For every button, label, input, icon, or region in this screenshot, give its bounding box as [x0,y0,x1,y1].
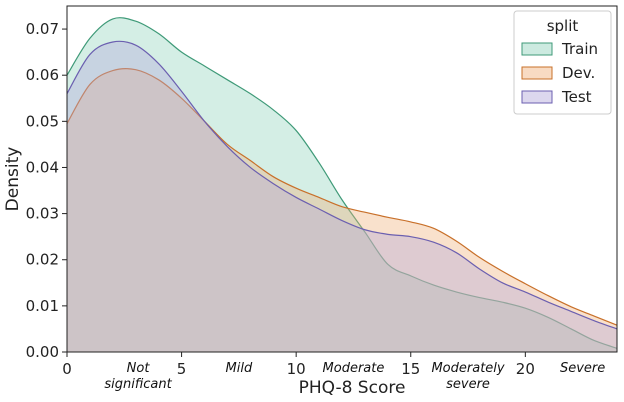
series-test-area [67,41,617,353]
series-train-line [66,17,618,349]
category-label: significant [104,377,172,392]
y-tick-label: 0.07 [26,20,59,38]
y-tick-label: 0.06 [26,66,59,84]
y-tick-label: 0.02 [26,251,59,269]
legend-title: split [547,17,579,35]
category-label: Moderately [431,361,504,376]
y-tick-label: 0.00 [26,343,59,361]
x-tick-label: 0 [62,360,72,378]
x-axis-ticks: 0 5 10 15 20 [62,352,535,378]
category-label: Moderate [323,361,385,376]
legend-swatch-dev [521,66,553,80]
y-axis-ticks: 0.00 0.01 0.02 0.03 0.04 0.05 0.06 0.07 [26,20,67,361]
series-test-line [66,40,618,330]
category-label: Not [127,361,151,376]
legend-items: Train Dev. Test [521,40,598,106]
series-dev-area [67,68,617,352]
legend: split Train Dev. Test [513,10,612,115]
x-tick-label: 5 [177,360,187,378]
category-label: Mild [226,361,253,376]
plot-frame [66,5,618,353]
legend-box [513,10,612,115]
y-tick-label: 0.01 [26,297,59,315]
category-label: Severe [560,361,605,376]
series-layer [66,17,618,353]
legend-label-dev: Dev. [562,64,595,82]
legend-label-test: Test [561,88,592,106]
y-tick-label: 0.05 [26,112,59,130]
series-train-area [67,17,617,353]
x-tick-label: 10 [287,360,306,378]
series-dev-line [66,68,618,326]
x-tick-label: 15 [401,360,420,378]
y-tick-label: 0.04 [26,158,59,176]
x-axis-title: PHQ-8 Score [299,378,406,398]
y-tick-label: 0.03 [26,205,59,223]
category-label: severe [446,377,490,392]
legend-label-train: Train [561,40,598,58]
legend-swatch-train [521,42,553,56]
y-axis-title: Density [3,147,23,212]
x-tick-label: 20 [516,360,535,378]
legend-swatch-test [521,90,553,104]
